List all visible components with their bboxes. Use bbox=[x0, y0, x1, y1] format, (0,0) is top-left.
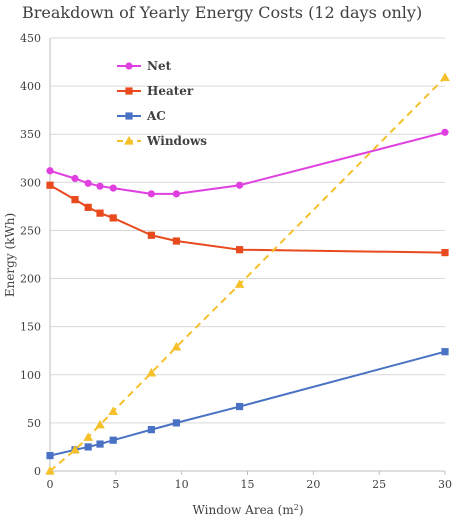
data-point-ac bbox=[172, 419, 180, 427]
x-tick-label: 0 bbox=[47, 478, 54, 491]
data-point-windows bbox=[83, 432, 93, 441]
legend-item-ac: AC bbox=[117, 109, 166, 123]
y-tick-label: 100 bbox=[20, 369, 41, 382]
data-point-windows bbox=[234, 279, 245, 288]
series-heater bbox=[46, 181, 449, 257]
data-point-windows bbox=[440, 72, 450, 82]
x-axis-label-main: Window Area (m bbox=[193, 503, 295, 517]
legend-label-net: Net bbox=[147, 59, 172, 73]
x-tick-label: 15 bbox=[241, 478, 255, 491]
series-line-ac bbox=[49, 350, 446, 457]
series-layer bbox=[45, 72, 450, 475]
data-point-net bbox=[236, 181, 244, 189]
data-point-windows bbox=[45, 466, 55, 475]
x-axis-label-superscript: 2 bbox=[294, 503, 299, 512]
data-point-windows bbox=[95, 419, 105, 429]
data-point-windows bbox=[70, 444, 80, 454]
legend-item-windows: Windows bbox=[117, 134, 207, 148]
series-windows bbox=[45, 72, 450, 475]
legend-marker-windows bbox=[124, 136, 134, 145]
data-point-heater bbox=[71, 196, 79, 204]
legend-label-windows: Windows bbox=[146, 134, 207, 148]
y-tick-labels: 0 50 100 150 200 250 300 350 400 450 bbox=[20, 32, 41, 478]
x-tick-label: 25 bbox=[372, 478, 386, 491]
data-point-net bbox=[441, 128, 449, 136]
data-point-windows bbox=[108, 406, 118, 415]
legend-item-heater: Heater bbox=[117, 84, 194, 98]
series-ac bbox=[46, 348, 449, 460]
axes bbox=[49, 38, 446, 475]
data-point-net bbox=[96, 182, 104, 190]
data-point-heater bbox=[96, 209, 104, 217]
data-point-net bbox=[172, 190, 180, 198]
data-point-ac bbox=[147, 426, 155, 434]
legend-label-ac: AC bbox=[146, 109, 166, 123]
data-point-heater bbox=[109, 214, 117, 222]
series-line-net bbox=[49, 131, 446, 195]
legend-marker-heater bbox=[125, 87, 133, 95]
legend-marker-ac bbox=[125, 112, 133, 120]
data-point-heater bbox=[147, 231, 155, 239]
legend: Net Heater AC Windows bbox=[117, 59, 207, 148]
x-tick-label: 30 bbox=[438, 478, 452, 491]
y-tick-label: 350 bbox=[20, 128, 41, 141]
x-axis-label: Window Area (m2) bbox=[193, 503, 304, 517]
data-point-net bbox=[109, 184, 117, 192]
series-line-windows bbox=[49, 76, 446, 472]
x-tick-label: 20 bbox=[306, 478, 320, 491]
gridlines bbox=[50, 37, 445, 424]
y-tick-label: 450 bbox=[20, 32, 41, 45]
y-tick-label: 400 bbox=[20, 80, 41, 93]
y-tick-label: 50 bbox=[27, 417, 41, 430]
data-point-ac bbox=[236, 402, 244, 411]
y-tick-label: 150 bbox=[20, 321, 41, 334]
data-point-ac bbox=[109, 436, 117, 444]
data-point-windows bbox=[146, 367, 157, 377]
y-tick-label: 200 bbox=[20, 273, 41, 286]
x-tick-label: 5 bbox=[112, 478, 119, 491]
data-point-heater bbox=[84, 203, 92, 211]
legend-item-net: Net bbox=[117, 59, 172, 73]
data-point-ac bbox=[84, 443, 92, 451]
y-tick-label: 0 bbox=[34, 465, 41, 478]
chart-title: Breakdown of Yearly Energy Costs (12 day… bbox=[22, 3, 422, 22]
series-line-heater bbox=[49, 184, 446, 254]
data-point-net bbox=[46, 167, 54, 175]
data-point-ac bbox=[441, 348, 449, 356]
data-point-heater bbox=[46, 181, 54, 189]
data-point-ac bbox=[46, 452, 54, 460]
data-point-heater bbox=[172, 237, 180, 245]
data-point-heater bbox=[236, 246, 244, 254]
data-point-net bbox=[147, 190, 155, 198]
legend-label-heater: Heater bbox=[147, 84, 194, 98]
data-point-windows bbox=[171, 341, 182, 351]
legend-marker-net bbox=[125, 62, 133, 70]
x-tick-labels: 0 5 10 15 20 25 30 bbox=[47, 478, 453, 491]
y-axis-label: Energy (kWh) bbox=[3, 213, 17, 297]
y-tick-label: 250 bbox=[20, 224, 41, 237]
data-point-ac bbox=[96, 440, 104, 448]
series-net bbox=[46, 128, 449, 198]
data-point-net bbox=[84, 179, 92, 187]
data-point-heater bbox=[441, 248, 449, 257]
x-axis-label-end: ) bbox=[299, 503, 304, 517]
y-tick-label: 300 bbox=[20, 176, 41, 189]
x-tick-label: 10 bbox=[175, 478, 189, 491]
data-point-net bbox=[71, 174, 79, 183]
